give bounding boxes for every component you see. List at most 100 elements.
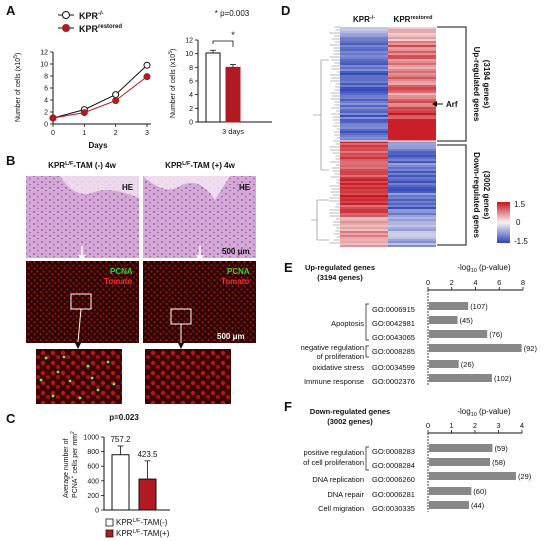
heatmap-up-bracket: [437, 26, 467, 142]
heatmap-cell: [388, 103, 436, 105]
heatmap-cell: [340, 105, 388, 107]
heatmap-cell: [388, 197, 436, 199]
heatmap-cell: [340, 211, 388, 213]
heatmap-cell: [340, 241, 388, 243]
heatmap-cell: [388, 91, 436, 93]
heatmap-cell: [340, 169, 388, 171]
heatmap-cell: [340, 125, 388, 127]
heatmap-cell: [388, 169, 436, 171]
heatmap-cell: [340, 27, 388, 29]
heatmap-cell: [388, 31, 436, 33]
e-bar: [429, 344, 522, 352]
heatmap-cell: [388, 45, 436, 47]
heatmap-cell: [340, 203, 388, 205]
heatmap-cell: [340, 101, 388, 103]
a-bar-sig-bracket: [212, 40, 234, 47]
a-point: [112, 91, 120, 99]
legend-a-kpr-restored: KPR: [79, 24, 99, 34]
heatmap-cell: [340, 69, 388, 71]
a-xtick-label: 2: [114, 130, 118, 137]
c-bar-value-label: 757.2: [110, 435, 131, 444]
legend-marker-kpr-null: [62, 11, 70, 19]
f-category-label: Cell migration: [318, 504, 364, 513]
heatmap-cell: [340, 225, 388, 227]
a-bar-ytick-label: 6: [189, 79, 193, 86]
f-bar-count: (58): [492, 458, 506, 467]
svg-text:KPRrestored: KPRrestored: [79, 24, 122, 34]
heatmap-cell: [340, 179, 388, 181]
c-ytick-label: 0: [95, 508, 99, 515]
heatmap-cell: [340, 53, 388, 55]
heatmap-cell: [340, 73, 388, 75]
heatmap-cell: [340, 133, 388, 135]
heatmap-cell: [340, 121, 388, 123]
pcna-dot: [68, 379, 72, 383]
heatmap-cell: [388, 219, 436, 221]
heatmap-cell: [388, 151, 436, 153]
a-xtick-label: 1: [82, 130, 86, 137]
heatmap-cell: [340, 65, 388, 67]
heatmap-cell: [340, 33, 388, 35]
heatmap-cell: [340, 157, 388, 159]
heatmap-cell: [340, 229, 388, 231]
heatmap-cell: [340, 47, 388, 49]
zoom-image-right: [145, 349, 231, 404]
legend-a-kpr-null: KPR: [79, 11, 99, 21]
heatmap-cell: [388, 161, 436, 163]
heatmap-cell: [340, 215, 388, 217]
heatmap-cell: [388, 231, 436, 233]
svg-text:KPRL/F-TAM(+): KPRL/F-TAM(+): [116, 529, 170, 538]
heatmap-cell: [388, 71, 436, 73]
heatmap-cell: [340, 39, 388, 41]
heatmap-cell: [340, 41, 388, 43]
heatmap-cell: [340, 83, 388, 85]
heatmap-cell: [388, 187, 436, 189]
e-bar: [429, 316, 458, 324]
panel-f-bar-chart: 0 1 2 3 4 (59) (58) (29) (60) (44) GO:0008283 GO:00…: [303, 421, 532, 513]
heatmap-cell: [340, 113, 388, 115]
heatmap-cell: [388, 159, 436, 161]
heatmap-cell: [340, 195, 388, 197]
f-go-term: GO:0006260: [372, 475, 415, 484]
pcna-dot: [62, 355, 66, 359]
a-point: [112, 97, 120, 105]
heatmap-cell: [388, 145, 436, 147]
heatmap-cell: [340, 153, 388, 155]
e-bar-count: (107): [470, 302, 488, 311]
e-category-label: Immune response: [304, 377, 364, 386]
a-ytick-label: 10: [40, 62, 48, 69]
heatmap-cell: [340, 155, 388, 157]
heatmap-cell: [388, 43, 436, 45]
a-bar-ytick-label: 2: [189, 106, 193, 113]
heatmap-cell: [388, 77, 436, 79]
heatmap-cell: [388, 243, 436, 245]
heatmap-cell: [340, 111, 388, 113]
heatmap-cell: [388, 215, 436, 217]
heatmap-cell: [388, 99, 436, 101]
c-bar: [111, 454, 130, 511]
e-bar-count: (92): [524, 344, 538, 353]
panel-f-title-2: (3002 genes): [327, 417, 373, 426]
a-ytick-label: 8: [44, 74, 48, 81]
heatmap-cell: [388, 189, 436, 191]
heatmap-cell: [340, 85, 388, 87]
legend-a-kpr-null-sup: -/-: [98, 11, 104, 17]
heatmap-cell: [388, 201, 436, 203]
panel-e-title-2: (3194 genes): [317, 273, 363, 282]
heatmap-cell: [388, 173, 436, 175]
f-bar: [429, 487, 472, 495]
e-xtick-label: 4: [473, 278, 477, 287]
heatmap-cell: [388, 29, 436, 31]
heatmap-dendrogram: [311, 26, 340, 244]
pcna-dot: [44, 356, 48, 360]
heatmap-cell: [388, 49, 436, 51]
panel-f-title-1: Down-regulated genes: [310, 407, 390, 416]
a-point: [143, 73, 151, 81]
panel-b-right-title: KPRL/F-TAM (+) 4w: [165, 161, 235, 170]
e-category-label: Apoptosis: [331, 319, 364, 328]
e-bar-count: (26): [461, 360, 475, 369]
heatmap-cell: [388, 97, 436, 99]
e-go-term: GO:0043065: [372, 333, 415, 342]
f-category-label: DNA replication: [312, 475, 364, 484]
heatmap-cell: [388, 175, 436, 177]
